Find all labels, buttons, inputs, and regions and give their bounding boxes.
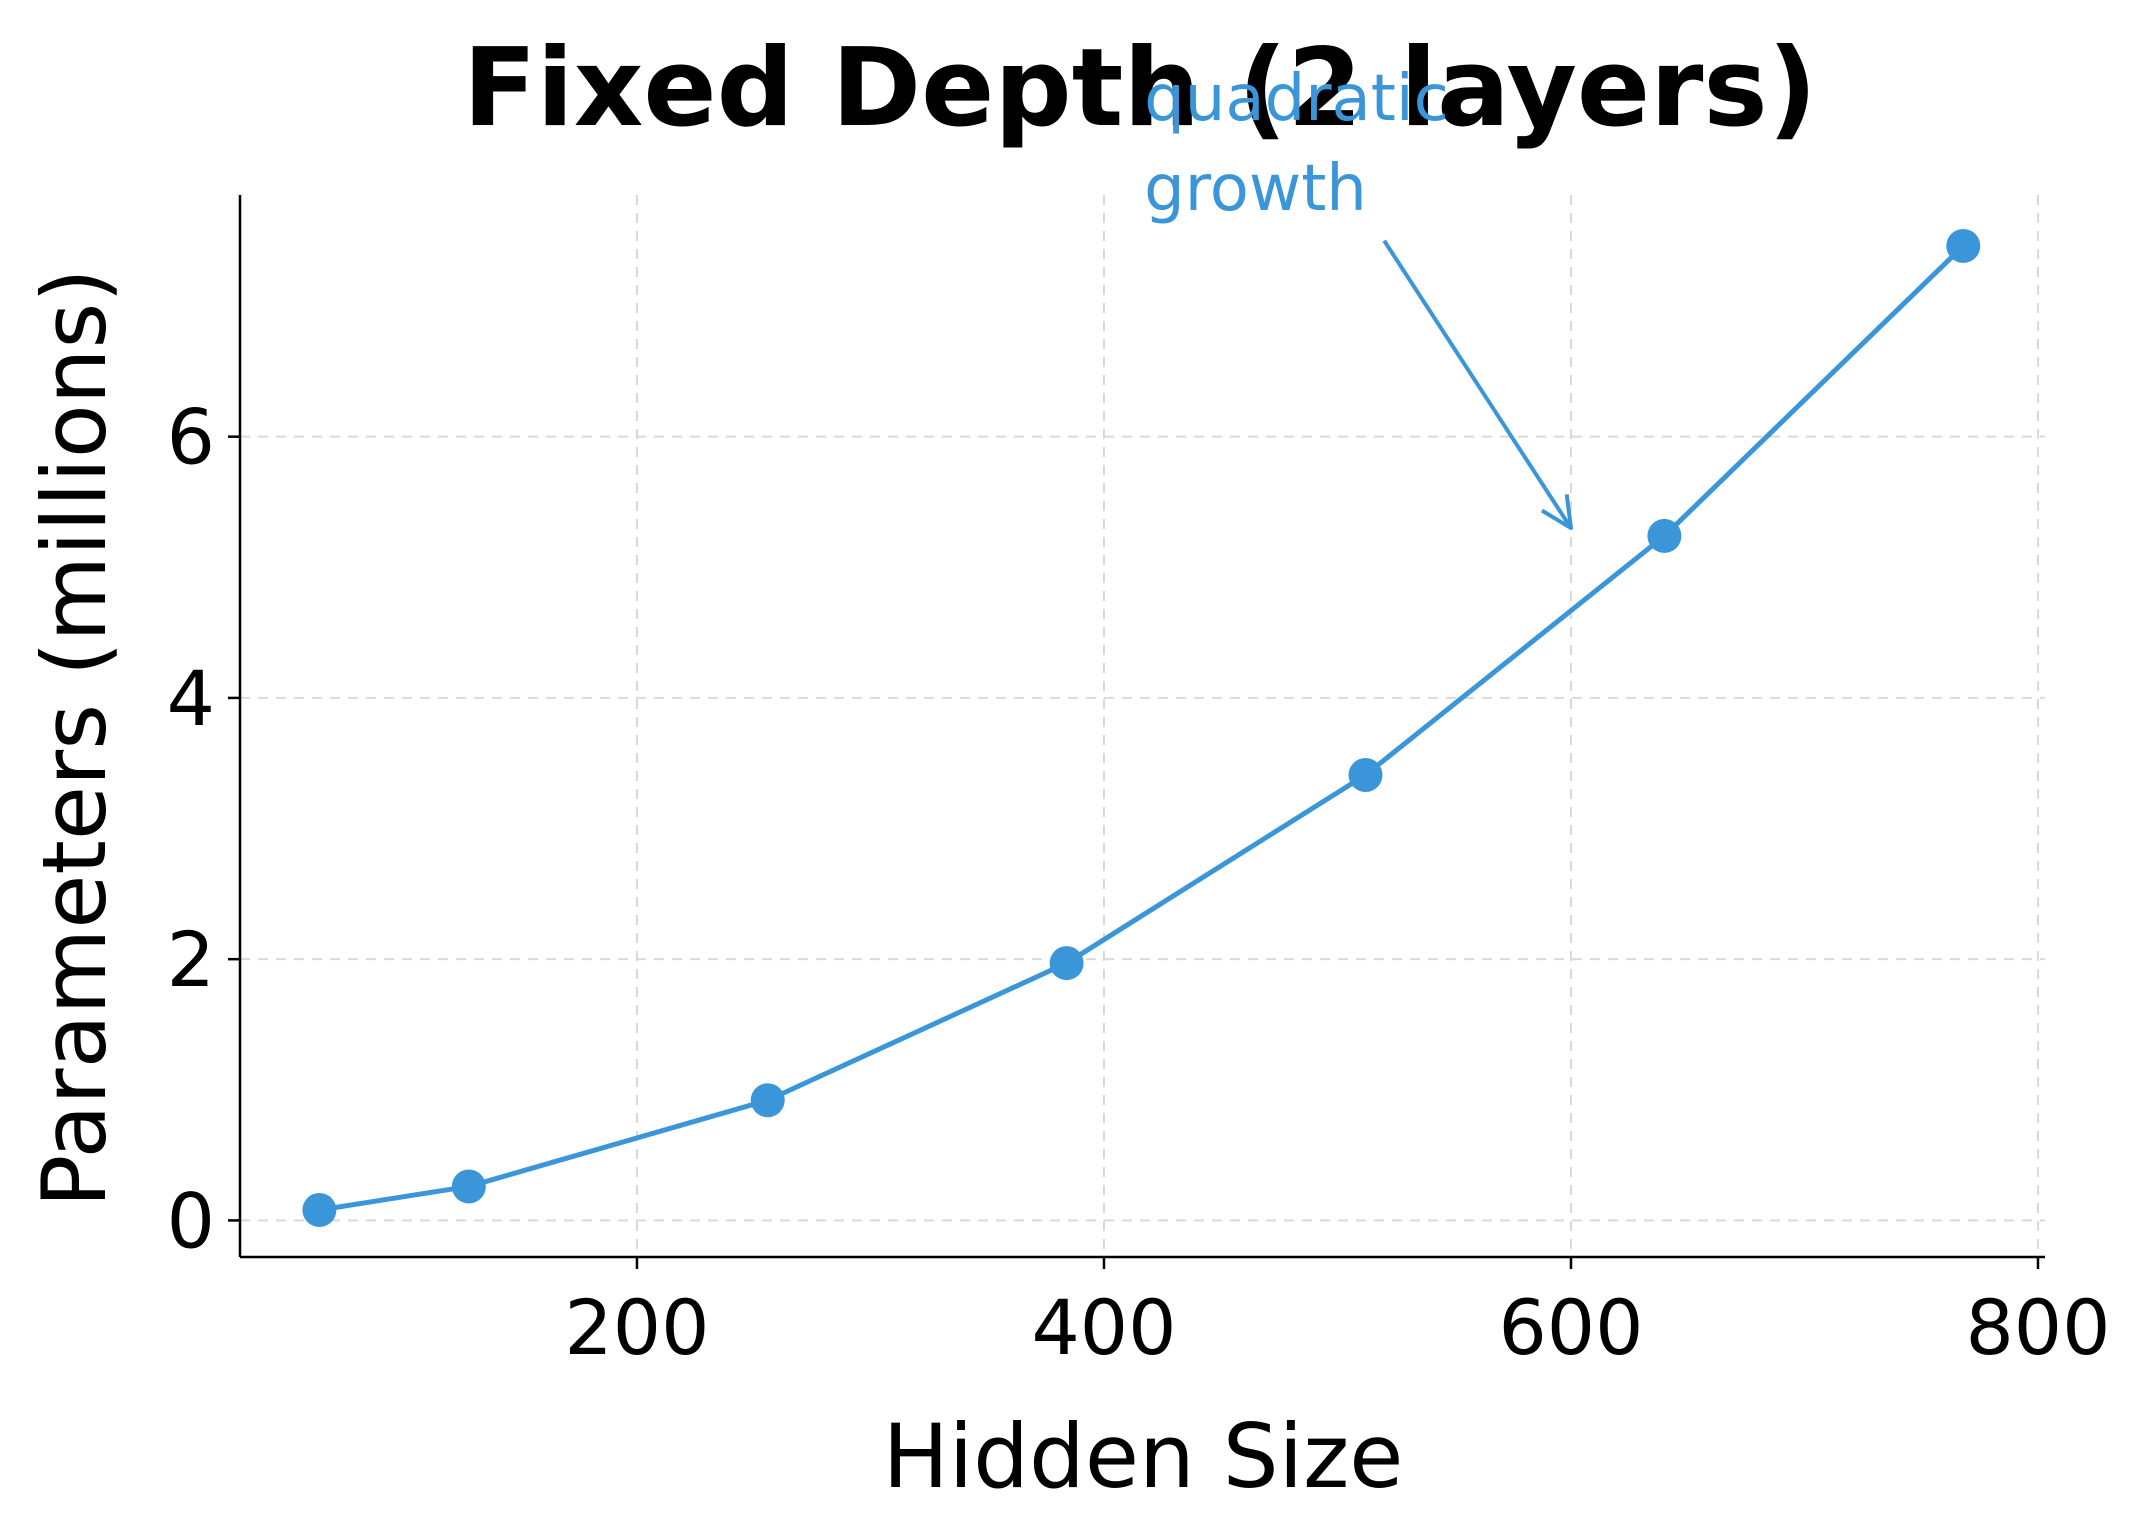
annotation-text: quadratic (1144, 62, 1449, 136)
data-point (750, 1083, 785, 1118)
data-point (1946, 228, 1981, 263)
data-point (451, 1169, 486, 1204)
x-tick-label: 200 (564, 1283, 709, 1372)
grid (240, 195, 2045, 1257)
data-point (1348, 757, 1383, 792)
y-tick-label: 2 (167, 915, 215, 1004)
y-tick-label: 4 (167, 654, 215, 743)
annotation: quadratic growth (1144, 62, 1573, 531)
x-tick-label: 800 (1965, 1283, 2110, 1372)
chart-title: Fixed Depth (2 layers) (463, 26, 1817, 151)
annotation-arrow-head (1540, 494, 1573, 531)
x-tick-label: 600 (1498, 1283, 1643, 1372)
x-axis-label: Hidden Size (883, 1405, 1404, 1508)
annotation-arrow-line (1382, 239, 1573, 530)
ticks: 200 400 600 800 0 2 4 6 (167, 393, 2111, 1372)
data-point (302, 1192, 337, 1227)
data-point (1647, 518, 1682, 553)
annotation-text: growth (1144, 152, 1367, 226)
x-tick-label: 400 (1031, 1283, 1176, 1372)
data-point (1049, 946, 1084, 981)
axes (238, 195, 2045, 1259)
y-tick-label: 6 (167, 393, 215, 482)
series (302, 228, 1981, 1227)
series-line (316, 243, 1966, 1213)
y-axis-label: Parameters (millions) (23, 268, 126, 1207)
y-tick-label: 0 (167, 1176, 215, 1265)
